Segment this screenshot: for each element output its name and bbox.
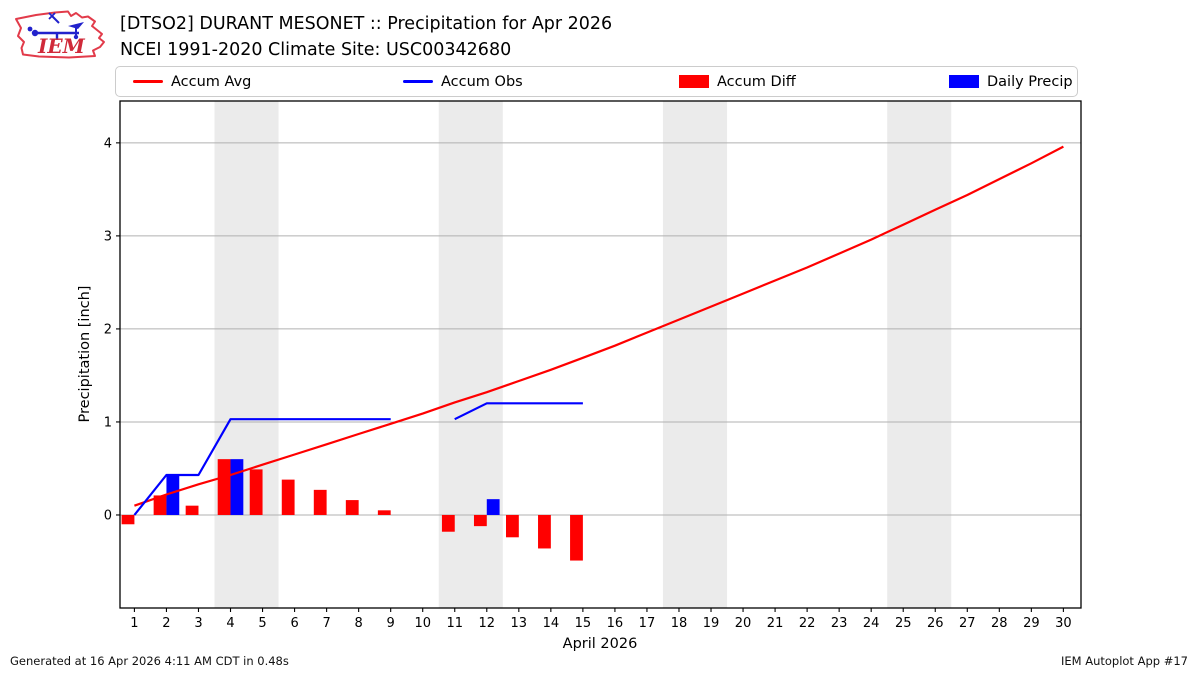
x-tick-label: 26 — [927, 616, 944, 631]
legend-item-daily-precip: Daily Precip — [949, 67, 1073, 96]
x-tick-label: 15 — [575, 616, 592, 631]
weekend-band — [662, 101, 728, 608]
legend-item-accum-avg: Accum Avg — [133, 67, 251, 96]
accum-obs-line-swatch-icon — [403, 80, 433, 83]
bar-day-9 — [377, 510, 391, 515]
bar-day-11 — [441, 514, 455, 532]
bar-day-2 — [166, 474, 180, 515]
legend-label: Accum Avg — [171, 73, 252, 90]
x-tick-label: 17 — [639, 616, 656, 631]
accum-avg-line-swatch-icon — [133, 80, 163, 83]
bar-day-12 — [473, 514, 487, 527]
line-segment — [133, 418, 391, 516]
x-tick-label: 27 — [959, 616, 976, 631]
chart-title: [DTSO2] DURANT MESONET :: Precipitation … — [120, 14, 613, 34]
app-credit: IEM Autoplot App #17 — [1060, 654, 1188, 668]
iem-logo: IEM — [15, 10, 105, 59]
x-tick-label: 2 — [162, 616, 170, 631]
chart-subtitle: NCEI 1991-2020 Climate Site: USC00342680 — [120, 40, 512, 60]
x-tick-label: 23 — [831, 616, 848, 631]
x-tick-label: 7 — [322, 616, 330, 631]
x-tick-label: 10 — [414, 616, 431, 631]
iem-logo-text: IEM — [37, 34, 86, 58]
y-axis-ticks: 0 1 2 3 4 — [104, 136, 120, 523]
accum-diff-patch-swatch-icon — [679, 75, 709, 88]
x-tick-label: 11 — [446, 616, 463, 631]
y-tick-label: 1 — [104, 415, 112, 430]
weekend-band — [438, 101, 503, 608]
y-tick-label: 2 — [104, 322, 112, 337]
generated-timestamp: Generated at 16 Apr 2026 4:11 AM CDT in … — [10, 654, 289, 668]
legend-label: Accum Obs — [441, 73, 523, 90]
x-axis-ticks: 1 2 3 4 5 6 7 8 9 10 11 12 13 14 15 16 17 18 19 20 21 22 23 24 2… — [130, 608, 1072, 631]
x-axis-label: April 2026 — [562, 636, 638, 652]
bar-day-13 — [506, 514, 519, 538]
bar-day-15 — [570, 514, 583, 561]
x-tick-label: 4 — [226, 616, 234, 631]
weekend-band — [887, 101, 952, 608]
legend-item-accum-obs: Accum Obs — [403, 67, 523, 96]
axes-frame — [119, 100, 1082, 609]
x-tick-label: 29 — [1023, 616, 1040, 631]
x-tick-label: 18 — [671, 616, 688, 631]
accum-obs-line — [133, 402, 583, 516]
bar-day-7 — [313, 489, 327, 515]
x-tick-label: 12 — [479, 616, 496, 631]
line-segment — [454, 402, 583, 421]
weekend-band — [214, 101, 279, 608]
x-tick-label: 1 — [130, 616, 138, 631]
accum-diff-bars — [121, 459, 583, 561]
x-tick-label: 19 — [703, 616, 720, 631]
x-tick-label: 24 — [863, 616, 880, 631]
y-tick-label: 0 — [104, 508, 112, 523]
bar-day-1 — [121, 514, 135, 525]
line-segment — [134, 145, 1064, 507]
x-tick-label: 9 — [387, 616, 395, 631]
weather-vane-icon — [27, 12, 84, 40]
weekend-shading-bands — [214, 101, 952, 608]
x-tick-label: 28 — [991, 616, 1008, 631]
x-tick-label: 5 — [258, 616, 266, 631]
x-tick-label: 20 — [735, 616, 752, 631]
bar-day-4 — [217, 459, 231, 515]
x-tick-label: 16 — [607, 616, 624, 631]
accum-avg-line — [134, 145, 1064, 507]
bar-day-2 — [153, 495, 167, 515]
x-tick-label: 13 — [511, 616, 528, 631]
bar-day-8 — [345, 500, 359, 515]
x-tick-label: 22 — [799, 616, 816, 631]
y-tick-label: 4 — [104, 136, 112, 151]
x-tick-label: 21 — [767, 616, 784, 631]
bar-day-3 — [185, 505, 199, 515]
x-tick-label: 6 — [290, 616, 298, 631]
chart-title-block: [DTSO2] DURANT MESONET :: Precipitation … — [120, 11, 612, 63]
legend-item-accum-diff: Accum Diff — [679, 67, 796, 96]
bar-day-14 — [538, 514, 551, 549]
x-tick-label: 8 — [355, 616, 363, 631]
y-axis-label: Precipitation [inch] — [77, 285, 93, 423]
x-tick-label: 25 — [895, 616, 912, 631]
bar-day-4 — [230, 459, 244, 515]
legend: Accum Avg Accum Obs Accum Diff Daily Pre… — [115, 66, 1078, 97]
daily-precip-patch-swatch-icon — [949, 75, 979, 88]
bar-day-6 — [281, 479, 295, 515]
legend-label: Accum Diff — [717, 73, 796, 90]
gridlines — [120, 142, 1081, 516]
bar-day-12 — [486, 499, 500, 515]
x-tick-label: 3 — [194, 616, 202, 631]
y-tick-label: 3 — [104, 229, 112, 244]
bar-day-5 — [249, 469, 263, 515]
x-tick-label: 30 — [1055, 616, 1072, 631]
x-tick-label: 14 — [543, 616, 560, 631]
legend-label: Daily Precip — [987, 73, 1073, 90]
